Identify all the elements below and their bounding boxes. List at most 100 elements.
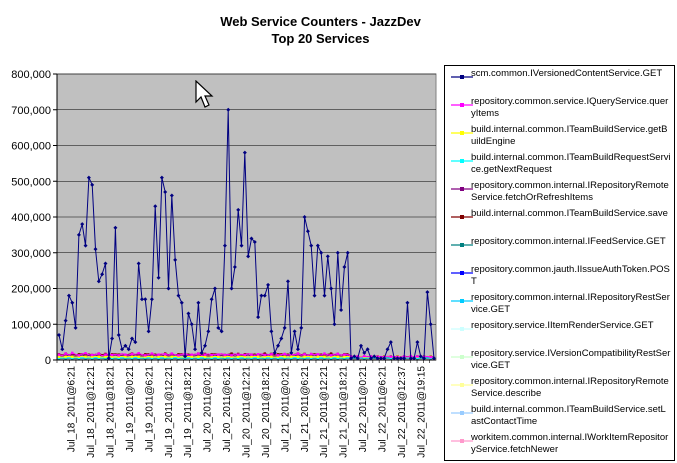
data-point [352, 354, 357, 359]
data-point [405, 300, 410, 305]
legend-item: scm.common.IVersionedContentService.GET [445, 68, 674, 94]
y-tick-label: 100,000 [11, 319, 51, 331]
data-point [166, 286, 171, 291]
data-point [402, 356, 407, 361]
data-point [408, 356, 413, 361]
data-point [303, 355, 306, 358]
data-point [316, 353, 320, 356]
legend-label: build.internal.common.ITeamBuildRequestS… [471, 152, 671, 175]
data-point [117, 354, 120, 357]
legend-swatch [451, 187, 473, 191]
data-point [170, 354, 174, 357]
data-point [296, 353, 300, 357]
legend-item: repository.common.jauth.IIssueAuthToken.… [445, 264, 674, 290]
legend-item: repository.common.internal.IRepositoryRe… [445, 180, 674, 206]
data-point [97, 353, 101, 357]
data-point [250, 355, 253, 358]
data-point [110, 355, 114, 358]
legend-item: workitem.common.internal.IWorkItemReposi… [445, 432, 674, 458]
data-point [325, 254, 330, 259]
x-tick-label: Jul_22_2011@12:37 [397, 366, 408, 458]
data-point [372, 354, 377, 359]
data-point [219, 329, 224, 334]
data-point [133, 340, 138, 345]
data-point [262, 293, 267, 298]
data-point [57, 332, 61, 337]
data-point [124, 353, 127, 356]
data-point [123, 343, 128, 348]
data-point [283, 352, 286, 356]
data-point [428, 322, 433, 327]
data-point [146, 329, 151, 334]
data-point [153, 204, 158, 209]
x-tick-label: Jul_18_2011@18:21 [106, 366, 117, 458]
legend-label: build.internal.common.ITeamBuildService.… [471, 404, 666, 427]
data-point [100, 272, 105, 277]
legend-swatch [451, 411, 473, 415]
data-point [250, 353, 253, 356]
x-tick-label: Jul_20_2011@6:21 [222, 366, 233, 453]
x-tick-label: Jul_18_2011@12:21 [86, 366, 97, 458]
data-point [230, 352, 233, 355]
data-point [183, 354, 188, 359]
data-point [412, 356, 417, 361]
legend-item: repository.common.service.IQueryService.… [445, 96, 674, 122]
data-point [358, 343, 363, 348]
data-point [90, 182, 95, 187]
legend-label: build.internal.common.ITeamBuildService.… [471, 208, 668, 219]
x-tick-label: Jul_22_2011@6:21 [377, 366, 388, 453]
data-point [252, 240, 257, 245]
data-point [416, 355, 419, 358]
data-point [93, 247, 98, 252]
data-point [395, 356, 400, 361]
data-point [196, 300, 201, 305]
data-point [319, 250, 324, 255]
data-point [289, 350, 294, 355]
data-point [270, 353, 273, 356]
data-point [263, 355, 266, 358]
legend-label: repository.common.jauth.IIssueAuthToken.… [471, 264, 670, 287]
data-point [418, 354, 423, 359]
data-point [149, 297, 154, 302]
data-point [425, 290, 430, 295]
data-point [126, 347, 131, 352]
data-point [246, 254, 251, 259]
data-point [295, 347, 300, 352]
y-tick-label: 300,000 [11, 248, 51, 260]
data-point [292, 329, 297, 334]
data-point [97, 355, 101, 358]
legend-label: repository.service.IItemRenderService.GE… [471, 320, 654, 331]
data-point [110, 336, 115, 341]
data-point [310, 352, 313, 356]
data-point [170, 355, 174, 358]
data-point [422, 356, 427, 361]
data-point [210, 353, 213, 357]
data-point [71, 354, 74, 357]
x-tick-label: Jul_21_2011@0:21 [280, 366, 291, 453]
data-point [329, 355, 333, 358]
data-point [329, 352, 333, 355]
data-point [256, 315, 261, 320]
x-tick-label: Jul_21_2011@18:21 [339, 366, 350, 458]
legend-item: build.internal.common.ITeamBuildService.… [445, 404, 674, 430]
data-point [237, 355, 240, 358]
legend-label: repository.common.service.IQueryService.… [471, 96, 669, 119]
data-point [130, 355, 134, 358]
chart-subtitle: Top 20 Services [271, 31, 370, 46]
data-point [110, 353, 114, 357]
data-point [329, 286, 334, 291]
data-point [150, 355, 154, 358]
legend-item: repository.service.IVersionCompatibility… [445, 348, 674, 374]
data-point [355, 356, 360, 361]
data-point [71, 355, 74, 358]
data-point [290, 355, 293, 358]
x-tick-label: Jul_18_2011@6:21 [67, 366, 78, 453]
data-point [189, 322, 194, 327]
data-point [365, 347, 370, 352]
data-point [113, 225, 118, 230]
legend-label: workitem.common.internal.IWorkItemReposi… [471, 432, 669, 455]
data-point [378, 356, 383, 361]
data-point [237, 353, 240, 356]
data-point [336, 354, 339, 357]
x-tick-label: Jul_19_2011@6:21 [144, 366, 155, 453]
